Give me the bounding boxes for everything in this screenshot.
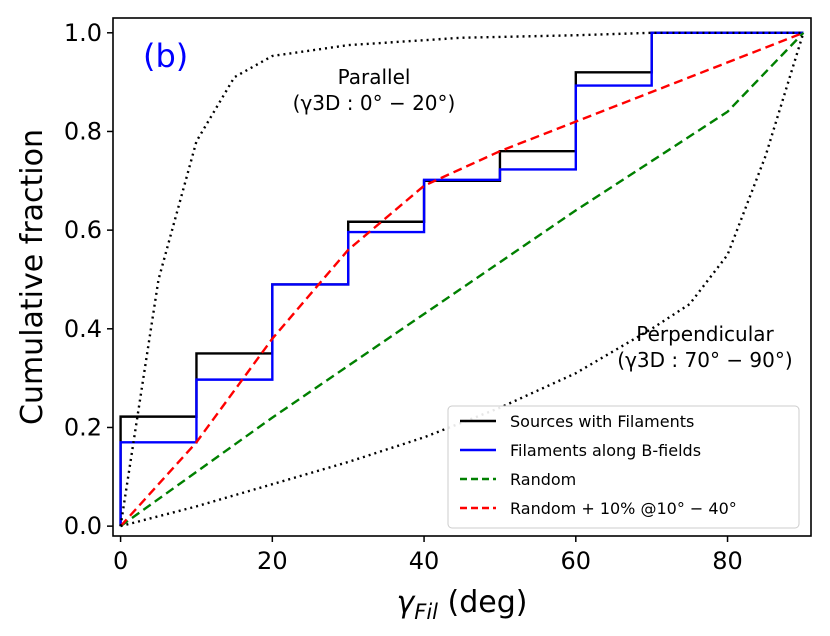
x-tick-label: 60	[561, 547, 592, 575]
y-tick-label: 0.2	[64, 413, 102, 441]
y-tick-label: 0.0	[64, 512, 102, 540]
x-tick-label: 80	[712, 547, 743, 575]
series-parallel-model	[119, 31, 804, 527]
series-random-10-10-40	[119, 31, 804, 527]
x-tick-label: 0	[113, 547, 128, 575]
annotation-perpendicular-range: (γ3D : 70° − 90°)	[617, 348, 792, 372]
y-tick-label: 1.0	[64, 19, 102, 47]
series-perpendicular-model	[120, 32, 805, 528]
legend-label-random: Random	[510, 470, 576, 489]
x-axis-subscript: Fil	[414, 600, 438, 624]
legend: Sources with Filaments Filaments along B…	[447, 405, 800, 529]
y-tick-label: 0.4	[64, 315, 102, 343]
x-axis-unit: (deg)	[438, 585, 528, 620]
x-tick-label: 20	[257, 547, 288, 575]
annotation-perpendicular-title: Perpendicular	[636, 322, 774, 346]
series-random	[119, 31, 805, 528]
x-axis-symbol: γ	[396, 585, 416, 620]
annotation-parallel-range: (γ3D : 0° − 20°)	[293, 91, 456, 115]
legend-box	[447, 405, 800, 529]
y-axis-label: Cumulative fraction	[15, 129, 50, 425]
plot-frame	[112, 17, 812, 537]
panel-label: (b)	[143, 37, 188, 75]
legend-label-random-plus: Random + 10% @10° − 40°	[510, 499, 737, 518]
y-tick-label: 0.6	[64, 216, 102, 244]
y-tick-label: 0.8	[64, 117, 102, 145]
annotation-parallel-title: Parallel	[338, 65, 411, 89]
series-filaments-along-b-fields	[119, 31, 804, 527]
series-layer	[119, 31, 805, 528]
x-axis-label: γFil (deg)	[396, 585, 527, 624]
legend-label-filaments: Filaments along B-fields	[510, 441, 701, 460]
x-tick-label: 40	[409, 547, 440, 575]
legend-label-sources: Sources with Filaments	[510, 412, 694, 431]
ticks-layer: 0 20 40 60 80 0.0 0.2 0.4 0.6 0.8 1.0	[64, 19, 743, 575]
